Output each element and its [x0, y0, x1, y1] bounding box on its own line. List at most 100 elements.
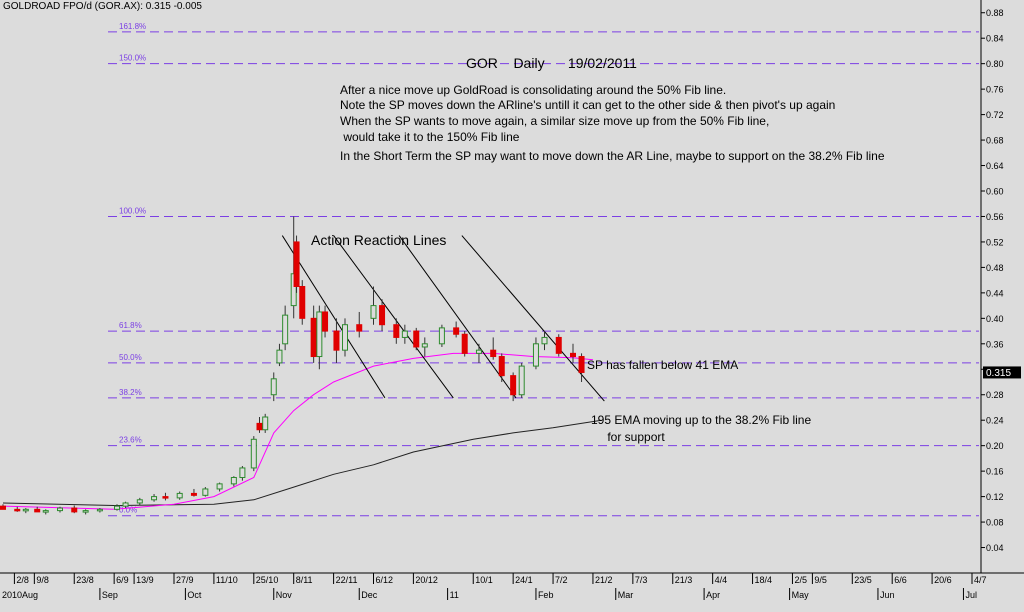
ar-line-3 — [461, 235, 605, 402]
y-tick-label-18: 0.76 — [986, 85, 1004, 95]
x-tick-label-21: 9/5 — [814, 575, 827, 585]
candle-34 — [356, 311, 363, 338]
candle-body-9 — [114, 505, 120, 510]
candle-body-51 — [555, 336, 562, 354]
candle-body-39 — [413, 330, 420, 348]
candle-body-11 — [136, 499, 143, 504]
candle-5 — [57, 506, 63, 513]
candle-body-52 — [570, 352, 576, 358]
candle-body-37 — [393, 324, 400, 338]
ar-line-1 — [333, 235, 454, 399]
fib-label-5: 38.2% — [119, 388, 142, 397]
y-tick-label-8: 0.36 — [986, 339, 1004, 349]
candle-10 — [122, 501, 129, 509]
candle-body-36 — [379, 305, 386, 326]
x-tick-label-3: 6/9 — [116, 575, 129, 585]
candle-body-31 — [322, 311, 329, 332]
candle-38 — [401, 324, 408, 344]
ar-lines-label: Action Reaction Lines — [311, 232, 446, 248]
candle-23 — [270, 372, 277, 402]
last-price-box — [983, 366, 1021, 379]
candle-24 — [276, 343, 283, 367]
candle-20 — [250, 436, 257, 472]
candle-31 — [322, 305, 329, 338]
action-reaction-lines — [281, 235, 605, 402]
candle-39 — [413, 327, 420, 351]
ema41-line — [2, 352, 594, 510]
candle-44 — [475, 343, 482, 363]
fib-label-1: 150.0% — [119, 54, 146, 63]
y-tick-label-12: 0.52 — [986, 237, 1004, 247]
candle-28 — [299, 280, 306, 325]
chart-title: GOR Daily 19/02/2011 — [466, 55, 637, 71]
fib-label-0: 161.8% — [119, 22, 146, 31]
ema-lines — [2, 352, 602, 510]
candle-body-17 — [216, 483, 223, 490]
candle-46 — [498, 353, 505, 382]
candle-16 — [202, 487, 209, 497]
last-price-label: 0.315 — [986, 368, 1011, 379]
y-tick-label-11: 0.48 — [986, 263, 1004, 273]
y-tick-label-21: 0.88 — [986, 8, 1004, 18]
x-tick-label-4: 13/9 — [136, 575, 154, 585]
candle-body-23 — [270, 378, 277, 396]
candle-body-1 — [14, 508, 21, 512]
last-price-marker: 0.315 — [983, 366, 1021, 379]
candle-body-27 — [293, 241, 300, 287]
candle-body-6 — [71, 507, 78, 513]
candle-body-4 — [42, 510, 49, 513]
candle-19 — [239, 466, 246, 481]
annotation-line-3: When the SP wants to move again, a simil… — [340, 114, 769, 128]
candle-body-14 — [176, 492, 183, 499]
candle-18 — [230, 476, 237, 487]
candle-body-10 — [122, 502, 129, 507]
candle-body-53 — [578, 356, 585, 373]
candle-50 — [541, 331, 548, 351]
candle-body-21 — [256, 422, 263, 431]
candle-49 — [532, 337, 539, 370]
candle-36 — [379, 299, 386, 332]
x-month-label-9: May — [792, 590, 810, 600]
candles — [0, 216, 585, 515]
candle-41 — [438, 324, 445, 347]
fib-label-3: 61.8% — [119, 321, 142, 330]
ema41-note: SP has fallen below 41 EMA — [587, 358, 738, 372]
candle-27 — [293, 235, 300, 293]
candle-body-7 — [82, 510, 89, 513]
candle-2 — [22, 508, 29, 514]
x-tick-label-23: 6/6 — [894, 575, 907, 585]
candle-body-44 — [475, 349, 482, 354]
candle-body-33 — [342, 324, 348, 351]
x-month-label-0: 2010Aug — [2, 590, 38, 600]
chart-header: GOLDROAD FPO/d (GOR.AX): 0.315 -0.005 — [3, 1, 202, 12]
fib-label-2: 100.0% — [119, 206, 146, 215]
candle-8 — [96, 508, 103, 513]
annotation-line-4: would take it to the 150% Fib line — [340, 130, 520, 144]
candle-body-12 — [151, 496, 158, 501]
candle-3 — [34, 506, 41, 513]
candle-4 — [42, 509, 49, 515]
y-tick-label-15: 0.64 — [986, 161, 1004, 171]
y-tick-label-19: 0.80 — [986, 59, 1004, 69]
candle-body-40 — [421, 343, 428, 348]
candle-21 — [256, 417, 263, 433]
candle-body-13 — [162, 496, 169, 499]
candle-0 — [0, 504, 6, 510]
x-tick-label-10: 6/12 — [376, 575, 394, 585]
x-tick-label-1: 9/8 — [36, 575, 49, 585]
x-month-label-10: Jun — [880, 590, 895, 600]
x-tick-label-12: 10/1 — [475, 575, 493, 585]
candle-30 — [316, 305, 323, 370]
candle-11 — [136, 497, 143, 506]
candle-body-46 — [498, 356, 505, 377]
x-tick-label-9: 22/11 — [336, 575, 358, 585]
x-month-label-7: Mar — [618, 590, 634, 600]
x-tick-label-14: 7/2 — [555, 575, 568, 585]
x-month-label-2: Oct — [187, 590, 202, 600]
candle-40 — [421, 337, 428, 357]
fib-label-7: 0.0% — [119, 506, 137, 515]
candle-12 — [151, 494, 158, 502]
candle-body-29 — [310, 317, 317, 358]
candle-body-30 — [316, 311, 323, 358]
